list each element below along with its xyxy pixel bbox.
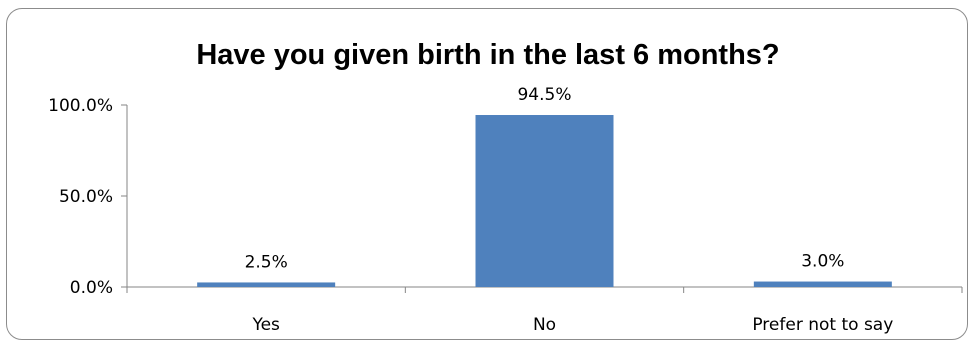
x-category-label: Prefer not to say [752, 315, 893, 335]
x-category-label: Yes [251, 315, 280, 335]
x-category-label: No [533, 315, 556, 335]
y-tick-label: 100.0% [48, 96, 113, 116]
bar-data-label: 94.5% [517, 85, 571, 105]
y-tick-label: 0.0% [70, 278, 113, 298]
y-tick-label: 50.0% [59, 187, 113, 207]
bar [753, 281, 892, 287]
bars [197, 115, 892, 287]
labels: 0.0% 50.0% 100.0% 2.5% Yes 94.5% No 3.0% Prefer … [48, 85, 893, 335]
bar [475, 115, 614, 287]
bar-data-label: 3.0% [801, 252, 844, 272]
chart-title: Have you given birth in the last 6 month… [196, 39, 780, 71]
bar [197, 282, 336, 287]
bar-data-label: 2.5% [245, 252, 288, 272]
